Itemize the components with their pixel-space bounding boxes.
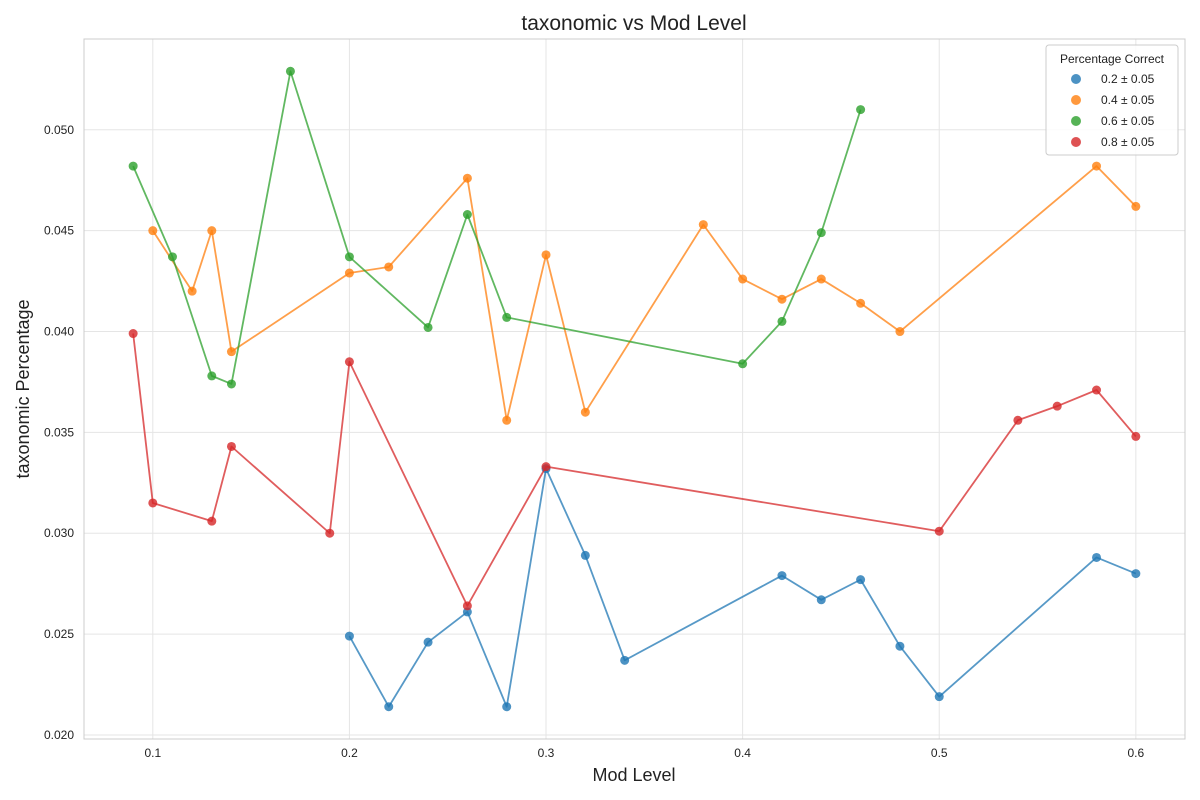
data-point bbox=[128, 329, 138, 339]
data-point bbox=[541, 462, 551, 472]
legend-label: 0.8 ± 0.05 bbox=[1101, 135, 1155, 149]
data-point bbox=[462, 210, 472, 220]
data-point bbox=[344, 268, 354, 278]
legend-marker bbox=[1071, 74, 1081, 84]
data-point bbox=[934, 692, 944, 702]
data-point bbox=[1092, 385, 1102, 395]
legend-box bbox=[1045, 44, 1179, 156]
data-point bbox=[423, 637, 433, 647]
data-point bbox=[344, 631, 354, 641]
data-point bbox=[738, 359, 748, 369]
x-tick-label: 0.1 bbox=[144, 746, 161, 760]
data-point bbox=[1092, 552, 1102, 562]
tick-labels: 0.1 0.2 0.3 0.4 0.5 0.6 0.020 0.025 0.030 0.035 0.… bbox=[44, 123, 1145, 760]
data-point bbox=[580, 407, 590, 417]
chart-title: taxonomic vs Mod Level bbox=[521, 12, 746, 35]
y-tick-label: 0.030 bbox=[44, 526, 74, 540]
x-tick-label: 0.6 bbox=[1128, 746, 1145, 760]
data-point bbox=[816, 228, 826, 238]
data-point bbox=[502, 415, 512, 425]
data-point bbox=[344, 252, 354, 262]
y-tick-label: 0.035 bbox=[44, 425, 74, 439]
data-point bbox=[1131, 201, 1141, 211]
series-3 bbox=[128, 66, 866, 389]
data-point bbox=[1013, 415, 1023, 425]
data-point bbox=[148, 226, 158, 236]
legend-marker bbox=[1071, 116, 1081, 126]
x-tick-label: 0.4 bbox=[734, 746, 751, 760]
legend-label: 0.2 ± 0.05 bbox=[1101, 72, 1155, 86]
plot-frame bbox=[83, 38, 1186, 740]
y-tick-label: 0.050 bbox=[44, 123, 74, 137]
legend-title: Percentage Correct bbox=[1060, 52, 1165, 66]
data-point bbox=[502, 702, 512, 712]
data-point bbox=[207, 226, 217, 236]
data-point bbox=[325, 528, 335, 538]
data-point bbox=[167, 252, 177, 262]
data-point bbox=[777, 571, 787, 581]
data-point bbox=[1052, 401, 1062, 411]
x-tick-label: 0.3 bbox=[538, 746, 555, 760]
data-point bbox=[423, 322, 433, 332]
data-point bbox=[384, 702, 394, 712]
data-point bbox=[148, 498, 158, 508]
data-point bbox=[580, 550, 590, 560]
data-point bbox=[620, 655, 630, 665]
series-2 bbox=[148, 161, 1141, 425]
data-point bbox=[1131, 569, 1141, 579]
data-point bbox=[226, 441, 236, 451]
y-tick-label: 0.020 bbox=[44, 728, 74, 742]
data-point bbox=[738, 274, 748, 284]
data-point bbox=[207, 371, 217, 381]
data-point bbox=[226, 379, 236, 389]
data-point bbox=[285, 66, 295, 76]
data-point bbox=[226, 347, 236, 357]
y-tick-label: 0.045 bbox=[44, 224, 74, 238]
series-layer bbox=[128, 66, 1141, 712]
y-tick-label: 0.025 bbox=[44, 627, 74, 641]
legend-marker bbox=[1071, 137, 1081, 147]
data-point bbox=[777, 294, 787, 304]
data-point bbox=[816, 595, 826, 605]
data-point bbox=[187, 286, 197, 296]
data-point bbox=[895, 327, 905, 337]
data-point bbox=[895, 641, 905, 651]
data-point bbox=[1131, 431, 1141, 441]
data-point bbox=[128, 161, 138, 171]
y-axis-title: taxonomic Percentage bbox=[13, 299, 33, 478]
data-point bbox=[856, 298, 866, 308]
x-axis-title: Mod Level bbox=[592, 765, 675, 785]
data-point bbox=[698, 220, 708, 230]
x-tick-label: 0.5 bbox=[931, 746, 948, 760]
data-point bbox=[462, 601, 472, 611]
legend-items: 0.2 ± 0.05 0.4 ± 0.05 0.6 ± 0.05 0.8 ± 0.05 bbox=[1071, 72, 1155, 149]
legend-label: 0.6 ± 0.05 bbox=[1101, 114, 1155, 128]
y-tick-label: 0.040 bbox=[44, 325, 74, 339]
data-point bbox=[384, 262, 394, 272]
series-4 bbox=[128, 329, 1141, 611]
data-point bbox=[541, 250, 551, 260]
data-point bbox=[934, 526, 944, 536]
data-point bbox=[207, 516, 217, 526]
data-point bbox=[1092, 161, 1102, 171]
series-line bbox=[152, 165, 1137, 422]
data-point bbox=[462, 173, 472, 183]
data-point bbox=[856, 575, 866, 585]
x-tick-label: 0.2 bbox=[341, 746, 358, 760]
data-point bbox=[856, 105, 866, 115]
data-point bbox=[816, 274, 826, 284]
legend-label: 0.4 ± 0.05 bbox=[1101, 93, 1155, 107]
data-point bbox=[502, 312, 512, 322]
legend-marker bbox=[1071, 95, 1081, 105]
legend: Percentage Correct 0.2 ± 0.050.4 ± 0.050… bbox=[1045, 44, 1179, 156]
data-point bbox=[777, 316, 787, 326]
grid bbox=[84, 39, 1185, 739]
data-point bbox=[344, 357, 354, 367]
